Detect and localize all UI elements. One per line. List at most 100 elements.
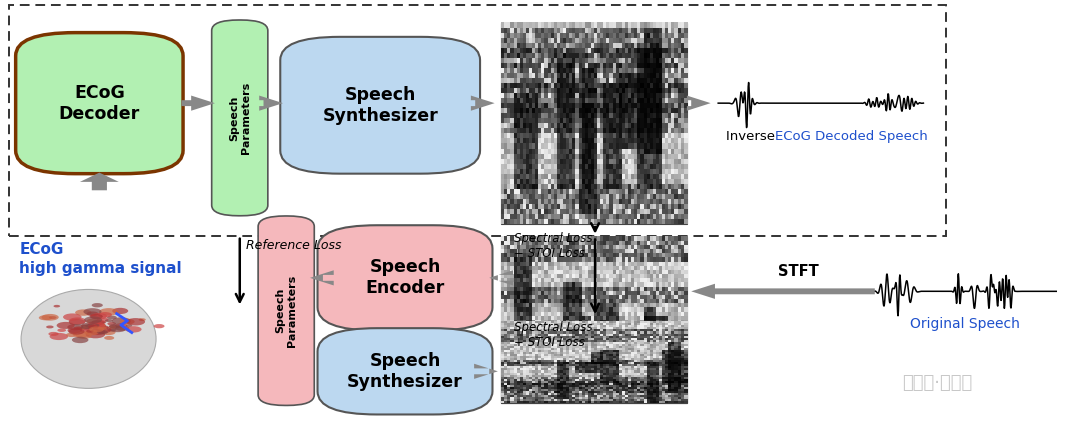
Bar <box>672 394 676 399</box>
Bar <box>538 178 542 184</box>
Bar <box>551 118 555 123</box>
Bar <box>559 274 564 278</box>
Bar <box>680 261 685 266</box>
Bar <box>665 376 670 379</box>
Bar <box>532 257 537 261</box>
Bar <box>634 213 638 219</box>
Bar <box>544 253 549 257</box>
Bar <box>629 128 632 133</box>
Bar <box>652 133 657 139</box>
Bar <box>554 153 558 159</box>
Bar <box>684 324 688 328</box>
Bar <box>680 347 685 350</box>
Bar <box>665 374 670 377</box>
Bar <box>656 163 660 169</box>
Bar <box>647 295 651 299</box>
Bar <box>508 356 512 358</box>
Bar <box>544 380 549 383</box>
Bar <box>588 378 592 381</box>
Bar <box>554 290 558 295</box>
Bar <box>538 395 542 397</box>
Bar <box>650 321 653 323</box>
Bar <box>597 389 602 391</box>
Bar <box>513 395 517 397</box>
Bar <box>566 249 570 253</box>
Bar <box>647 203 651 209</box>
Bar <box>600 32 605 38</box>
Bar <box>680 249 685 253</box>
Bar <box>566 378 570 381</box>
Bar <box>629 193 632 199</box>
Bar <box>504 72 509 78</box>
Bar <box>588 178 592 184</box>
Bar <box>557 83 561 88</box>
Bar <box>594 282 598 287</box>
Bar <box>513 349 517 352</box>
Bar <box>665 178 670 184</box>
Bar <box>519 393 524 395</box>
Bar <box>637 63 642 68</box>
Bar <box>680 68 685 73</box>
Bar <box>600 329 605 331</box>
Bar <box>516 53 521 58</box>
Bar <box>513 83 517 88</box>
Bar <box>669 356 673 358</box>
Bar <box>516 286 521 291</box>
Bar <box>557 327 561 329</box>
Bar <box>600 323 605 325</box>
Bar <box>563 331 567 333</box>
Bar <box>516 253 521 257</box>
Bar <box>677 332 681 337</box>
Bar <box>622 108 626 113</box>
Bar <box>538 261 542 266</box>
Bar <box>597 395 602 397</box>
Bar <box>662 382 666 385</box>
Bar <box>662 261 666 266</box>
Bar <box>584 362 589 364</box>
Bar <box>659 339 663 342</box>
Bar <box>513 138 517 144</box>
Bar <box>662 274 666 278</box>
Bar <box>576 290 580 295</box>
Bar <box>656 274 660 278</box>
Bar <box>563 378 567 382</box>
Bar <box>544 32 549 38</box>
Bar <box>680 183 685 189</box>
Bar <box>640 365 645 370</box>
Bar <box>622 138 626 144</box>
Bar <box>544 88 549 93</box>
Bar <box>656 352 660 354</box>
Bar <box>591 394 595 399</box>
Bar <box>538 321 542 323</box>
Bar <box>548 143 552 149</box>
Bar <box>582 386 585 389</box>
Bar <box>572 307 577 312</box>
Bar <box>557 352 561 354</box>
Bar <box>569 339 573 342</box>
Bar <box>508 327 512 329</box>
Bar <box>591 395 595 397</box>
Bar <box>622 295 626 299</box>
Bar <box>619 378 623 381</box>
Bar <box>572 327 577 329</box>
Bar <box>652 394 657 399</box>
Bar <box>597 347 602 350</box>
Bar <box>538 198 542 204</box>
Bar <box>619 299 623 303</box>
Bar <box>519 345 524 348</box>
Bar <box>650 352 653 354</box>
Bar <box>680 378 685 381</box>
Bar <box>513 48 517 53</box>
Bar <box>579 153 583 159</box>
Bar <box>511 63 514 68</box>
Bar <box>532 183 537 189</box>
Bar <box>637 386 642 391</box>
Bar <box>519 103 524 108</box>
Bar <box>566 208 570 214</box>
Bar <box>523 327 527 329</box>
Bar <box>582 399 585 403</box>
Bar <box>665 93 670 98</box>
Bar <box>612 356 617 358</box>
Bar <box>554 148 558 154</box>
Bar <box>597 344 602 349</box>
